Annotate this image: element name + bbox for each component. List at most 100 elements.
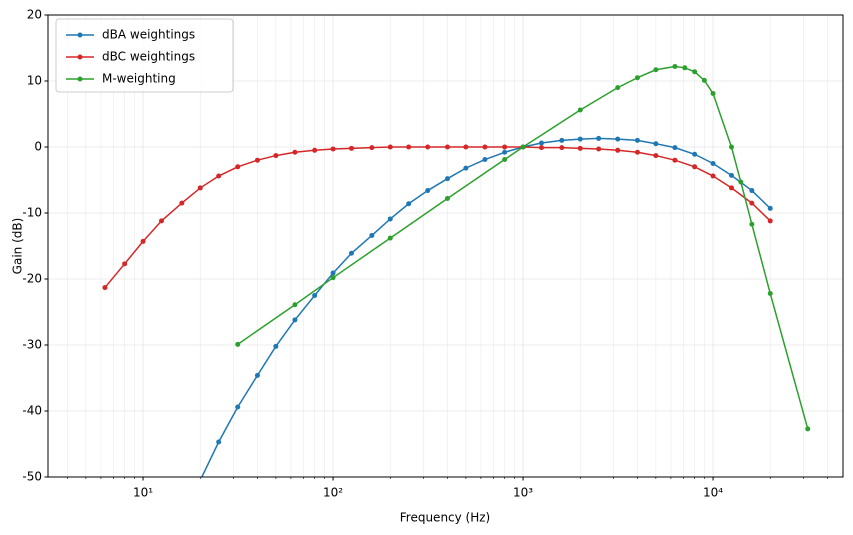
data-point: [348, 250, 354, 256]
data-point: [634, 137, 640, 143]
data-point: [672, 63, 678, 69]
data-point: [312, 147, 318, 153]
y-tick-label: 10: [27, 74, 42, 88]
data-point: [634, 75, 640, 81]
data-point: [425, 188, 431, 194]
data-point: [596, 146, 602, 152]
data-point: [559, 145, 565, 151]
plot-area: [102, 63, 811, 477]
data-point: [653, 153, 659, 159]
data-point: [767, 291, 773, 297]
data-point: [710, 173, 716, 179]
data-point: [254, 157, 260, 163]
data-point: [672, 157, 678, 163]
data-point: [805, 426, 811, 432]
data-point: [312, 293, 318, 298]
data-point: [216, 439, 222, 445]
data-point: [728, 185, 734, 191]
data-point: [559, 137, 565, 143]
y-tick-label: 20: [27, 8, 42, 22]
data-point: [235, 341, 241, 347]
y-tick-label: -10: [22, 206, 42, 220]
data-point: [197, 185, 203, 191]
data-point: [102, 285, 108, 291]
data-point: [387, 144, 393, 150]
data-point: [682, 65, 688, 71]
data-point: [615, 85, 621, 91]
data-point: [463, 144, 469, 150]
data-point: [653, 67, 659, 73]
data-point: [538, 140, 544, 146]
data-point: [577, 136, 583, 142]
legend-label: M-weighting: [102, 72, 176, 86]
data-point: [577, 145, 583, 151]
data-point: [692, 151, 698, 157]
data-point: [749, 188, 755, 194]
data-point: [692, 69, 698, 75]
legend-label: dBA weightings: [102, 28, 195, 42]
data-point: [273, 153, 279, 159]
data-point: [158, 218, 164, 224]
data-point: [482, 144, 488, 150]
data-point: [701, 77, 707, 83]
legend: dBA weightings dBC weightings M-weighting: [55, 18, 234, 93]
data-point: [767, 205, 773, 211]
x-tick-label: 10¹: [133, 486, 153, 500]
data-point: [615, 147, 621, 153]
data-point: [653, 141, 659, 147]
data-point: [425, 144, 431, 150]
data-point: [502, 144, 508, 150]
data-point: [767, 218, 773, 224]
y-tick-label: -30: [22, 338, 42, 352]
data-point: [235, 164, 241, 170]
data-point: [463, 165, 469, 171]
data-point: [254, 372, 260, 378]
data-point: [292, 149, 298, 155]
data-point: [348, 145, 354, 151]
data-point: [577, 107, 583, 113]
data-point: [634, 149, 640, 155]
y-tick-label: 0: [34, 140, 42, 154]
data-point: [216, 173, 222, 179]
data-point: [502, 149, 508, 155]
data-point: [406, 201, 412, 207]
data-point: [672, 145, 678, 151]
data-point: [502, 157, 508, 163]
data-point: [738, 179, 744, 185]
data-point: [444, 144, 450, 150]
data-point: [710, 161, 716, 166]
series-line: [201, 137, 771, 477]
x-tick-label: 10⁴: [703, 486, 723, 500]
data-point: [444, 195, 450, 201]
data-point: [728, 144, 734, 150]
data-point: [235, 404, 241, 410]
data-point: [728, 172, 734, 178]
data-point: [538, 145, 544, 151]
data-point: [369, 232, 375, 238]
data-point: [692, 164, 698, 170]
data-point: [749, 200, 755, 206]
data-point: [179, 200, 185, 206]
x-tick-label: 10³: [513, 486, 533, 500]
data-point: [482, 157, 488, 163]
data-point: [140, 238, 146, 244]
data-point: [749, 221, 755, 227]
data-point: [387, 235, 393, 241]
axes-frame: [47, 14, 844, 478]
data-point: [406, 144, 412, 150]
data-point: [520, 144, 526, 150]
x-axis-label: Frequency (Hz): [400, 511, 491, 525]
y-tick-label: -40: [22, 404, 42, 418]
data-point: [387, 216, 393, 222]
legend-marker: [77, 32, 83, 38]
y-tick-label: -50: [22, 470, 42, 484]
data-point: [330, 275, 336, 281]
data-point: [330, 146, 336, 152]
series-line: [104, 146, 771, 289]
x-tick-label: 10²: [323, 486, 343, 500]
legend-box: [55, 18, 234, 93]
legend-marker: [77, 76, 83, 82]
data-point: [615, 136, 621, 142]
legend-label: dBC weightings: [102, 50, 195, 64]
